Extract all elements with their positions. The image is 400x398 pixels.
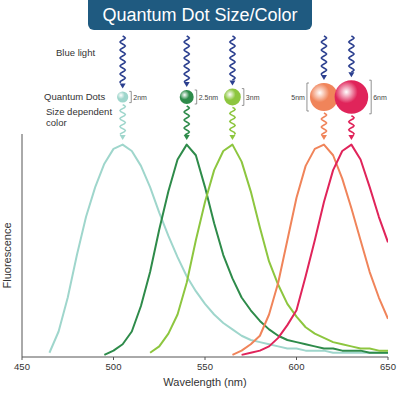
x-tick-label: 550 [197, 361, 213, 372]
quantum-dot [117, 91, 128, 102]
y-axis-label: Fluorescence [1, 222, 13, 288]
emission-arrow [184, 106, 189, 135]
size-bracket [307, 83, 309, 111]
series-line [242, 145, 388, 355]
blue-light-arrow-head [348, 72, 354, 77]
dot-size-label: 2nm [133, 94, 147, 101]
emission-arrow-head [120, 135, 126, 140]
page: {"chart_data": { "type": "line", "title"… [0, 0, 400, 398]
title-banner [88, 0, 312, 30]
x-tick [22, 357, 23, 360]
dot-size-label: 5nm [291, 94, 305, 101]
quantum-dot [335, 80, 369, 114]
dot-size-label: 2.5nm [199, 94, 219, 101]
x-tick-label: 600 [289, 361, 305, 372]
annotation: Quantum Dots [44, 91, 105, 102]
series-line [232, 145, 388, 355]
emission-arrow-head [229, 135, 235, 140]
series-line [150, 145, 388, 353]
size-bracket [129, 91, 131, 102]
emission-arrow-head [184, 135, 190, 140]
blue-light-arrow [321, 36, 326, 75]
dot-size-label: 6nm [373, 94, 387, 101]
annotation: Size dependent color [46, 106, 116, 128]
x-tick-label: 500 [106, 361, 122, 372]
x-tick [113, 357, 114, 360]
size-bracket [242, 89, 244, 106]
quantum-dot [310, 83, 338, 111]
blue-light-arrow-head [229, 81, 235, 86]
blue-light-arrow-head [120, 83, 126, 88]
dot-size-label: 3nm [246, 94, 260, 101]
title: Quantum Dot Size/Color [102, 5, 297, 25]
series-line [49, 145, 388, 353]
emission-arrow [321, 113, 326, 135]
quantum-dot [224, 89, 241, 106]
emission-arrow [349, 116, 354, 135]
blue-light-arrow [230, 36, 235, 80]
x-tick [388, 357, 389, 360]
x-tick [296, 357, 297, 360]
blue-light-arrow [349, 36, 354, 72]
x-axis-label: Wavelength (nm) [163, 376, 246, 388]
x-tick [205, 357, 206, 360]
blue-light-arrow [184, 36, 189, 82]
chart-svg: Quantum Dot Size/Color 450 500 550 600 650 Wav… [0, 0, 400, 398]
blue-light-arrow-head [184, 82, 190, 87]
series-line [104, 145, 388, 355]
size-bracket [195, 90, 197, 104]
size-bracket [369, 80, 371, 114]
quantum-dot [180, 90, 194, 104]
blue-light-arrow [120, 36, 125, 83]
emission-arrow [120, 105, 125, 135]
plot-lines [49, 145, 388, 355]
emission-arrow [230, 107, 235, 134]
y-axis [22, 134, 23, 357]
emission-arrow-head [321, 135, 327, 140]
emission-arrow-head [348, 135, 354, 140]
x-tick-label: 650 [380, 361, 396, 372]
x-tick-label: 450 [14, 361, 30, 372]
annotation: Blue light [56, 47, 95, 58]
blue-light-arrow-head [321, 75, 327, 80]
